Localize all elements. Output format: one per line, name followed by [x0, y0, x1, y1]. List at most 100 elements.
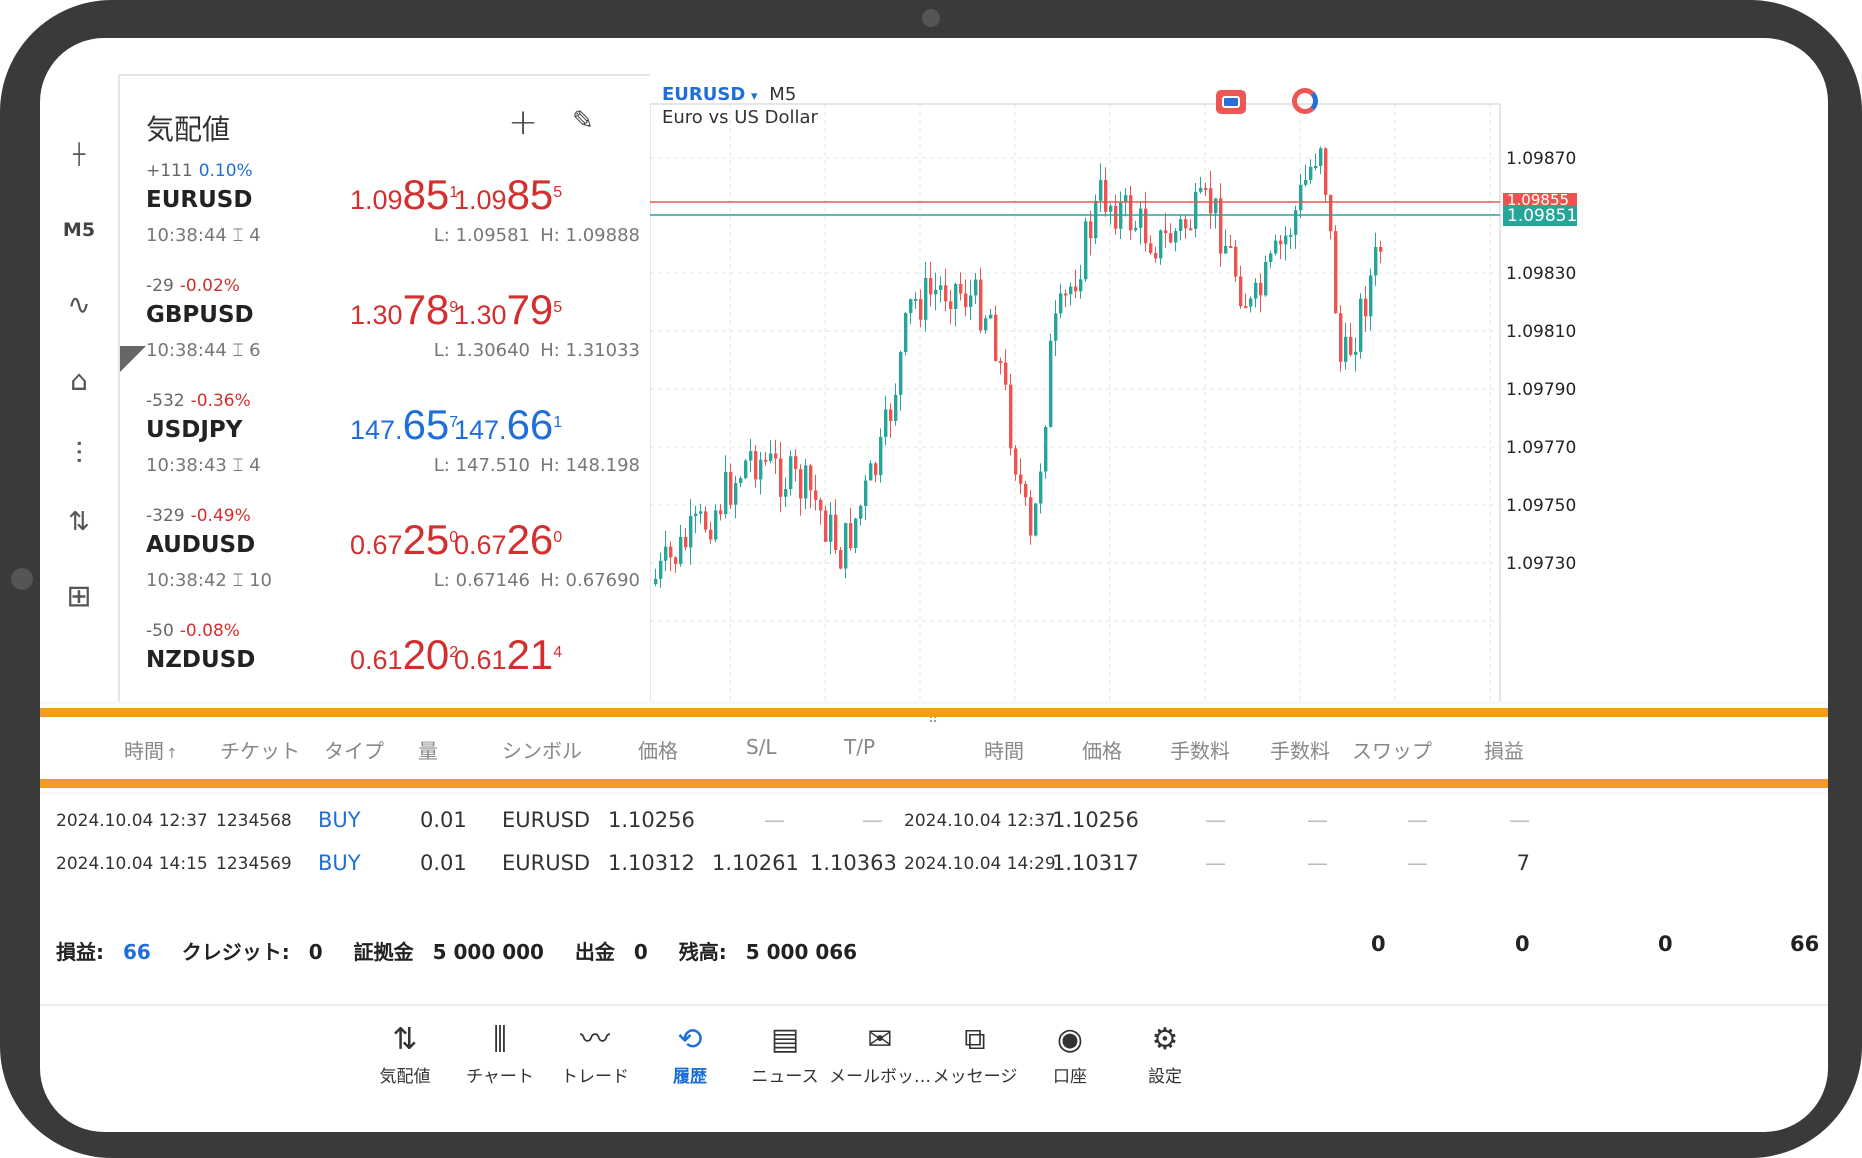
- quote-bid[interactable]: 0.67250: [350, 516, 459, 563]
- deposit-value: 5 000 000: [432, 940, 544, 964]
- history-row[interactable]: 2024.10.04 12:37 1234568 BUY 0.01 EURUSD 1.10…: [40, 808, 1828, 848]
- history-row[interactable]: 2024.10.04 14:15 1234569 BUY 0.01 EURUSD 1.10…: [40, 851, 1828, 891]
- candle-body: [1084, 221, 1088, 280]
- trade-signal-icon[interactable]: [1292, 88, 1318, 114]
- collapse-corner-icon[interactable]: [120, 346, 146, 372]
- nav-item[interactable]: ⟲ 履歴: [635, 1020, 745, 1087]
- candle-body: [1199, 187, 1203, 192]
- candle-body: [979, 279, 983, 331]
- history-header-col[interactable]: S/L: [746, 735, 777, 759]
- quote-time: 10:38:44 ⌶ 6: [146, 340, 261, 361]
- settings-sliders-icon[interactable]: ⫶: [75, 436, 83, 472]
- profit-total: 66: [1790, 932, 1820, 956]
- candle-body: [1114, 205, 1118, 229]
- candle-body: [1144, 208, 1148, 244]
- candle-body: [1239, 276, 1243, 307]
- objects-icon[interactable]: ⌂: [70, 363, 88, 397]
- history-header-col[interactable]: 時間 ↑: [124, 739, 178, 763]
- nav-item[interactable]: ✉ メールボッ…: [825, 1020, 935, 1087]
- candle-body: [909, 299, 913, 314]
- quote-change: -50 -0.08%: [146, 621, 240, 641]
- history-header-col[interactable]: 損益: [1484, 739, 1524, 763]
- quote-row-nzdusd[interactable]: -50 -0.08% NZDUSD 0.61202 0.61214: [120, 621, 650, 731]
- history-header-col[interactable]: 量: [418, 739, 438, 763]
- drag-handle-icon[interactable]: ⠿: [928, 711, 939, 727]
- chart-symbol[interactable]: EURUSD ▾ M5: [662, 84, 796, 105]
- camera-dot: [922, 9, 940, 27]
- add-symbol-icon[interactable]: +: [508, 102, 539, 143]
- nav-item[interactable]: ⚙ 設定: [1110, 1020, 1220, 1087]
- history-header-col[interactable]: シンボル: [502, 739, 582, 763]
- history-cell-close-price: 1.10256: [1052, 808, 1139, 832]
- nav-item[interactable]: ⫼ チャート: [445, 1020, 555, 1087]
- candle-body: [914, 298, 918, 301]
- profit-value: 66: [122, 940, 151, 964]
- account-icon: ◉: [1056, 1022, 1084, 1057]
- history-header-col[interactable]: 時間: [984, 739, 1024, 763]
- one-click-trading-icon[interactable]: [1216, 90, 1246, 114]
- nav-item[interactable]: ⧉ メッセージ: [920, 1020, 1030, 1087]
- history-header-col[interactable]: タイプ: [324, 739, 384, 763]
- quote-row-gbpusd[interactable]: -29 -0.02% GBPUSD 10:38:44 ⌶ 6 1.30789 1.3079…: [120, 276, 650, 391]
- history-header-col[interactable]: 手数料: [1270, 739, 1330, 763]
- price-chart[interactable]: ⋮ EURUSD ▾ M5 Euro vs US Dollar 1.09870 1…: [650, 74, 1828, 729]
- history-header-col[interactable]: スワップ: [1352, 739, 1432, 763]
- quote-ask[interactable]: 1.09855: [454, 171, 563, 218]
- chart-canvas[interactable]: ⋮: [650, 74, 1828, 729]
- candle-body: [809, 465, 813, 491]
- nav-item[interactable]: 〰トレード: [540, 1020, 650, 1087]
- edit-icon[interactable]: ✎: [572, 106, 594, 136]
- news-icon: ▤: [770, 1022, 800, 1057]
- quote-bid[interactable]: 147.657: [350, 401, 459, 448]
- history-header-col[interactable]: チケット: [220, 739, 300, 763]
- candle-body: [1294, 210, 1298, 235]
- quote-ask[interactable]: 1.30795: [454, 286, 563, 333]
- candle-body: [774, 453, 778, 459]
- quote-ask[interactable]: 0.61214: [454, 631, 563, 678]
- candle-body: [1039, 471, 1043, 504]
- nav-item[interactable]: ◉ 口座: [1015, 1020, 1125, 1087]
- candle-body: [714, 510, 718, 540]
- quote-ask[interactable]: 0.67260: [454, 516, 563, 563]
- nav-label: 設定: [1148, 1067, 1182, 1087]
- candle-body: [1069, 286, 1073, 295]
- timeframe-button[interactable]: M5: [62, 219, 96, 241]
- swap-total: 0: [1658, 932, 1673, 956]
- history-header-col[interactable]: 手数料: [1170, 739, 1230, 763]
- candle-body: [1359, 298, 1363, 352]
- candle-body: [999, 360, 1003, 363]
- quote-row-audusd[interactable]: -329 -0.49% AUDUSD 10:38:42 ⌶ 10 0.67250 0.67…: [120, 506, 650, 621]
- candle-body: [1334, 231, 1338, 314]
- quote-ask[interactable]: 147.661: [454, 401, 563, 448]
- candle-body: [919, 298, 923, 320]
- candle-body: [1014, 448, 1018, 475]
- candle-body: [1189, 228, 1193, 231]
- nav-item[interactable]: ▤ ニュース: [730, 1020, 840, 1087]
- trade-arrows-icon[interactable]: ⇅: [68, 507, 90, 537]
- nav-item[interactable]: ⇅ 気配値: [350, 1020, 460, 1087]
- candle-body: [1314, 166, 1318, 169]
- quote-bid[interactable]: 1.30789: [350, 286, 459, 333]
- add-file-icon[interactable]: ⊞: [66, 578, 92, 614]
- candle-body: [1209, 188, 1213, 214]
- trade-icon: 〰: [580, 1022, 610, 1057]
- indicators-icon[interactable]: ∿: [67, 287, 91, 321]
- history-header-col[interactable]: T/P: [844, 735, 876, 759]
- history-header-col[interactable]: 価格: [638, 739, 678, 763]
- history-cell-swap: —: [1407, 808, 1428, 832]
- quote-high: H: 1.31033: [540, 340, 640, 361]
- quote-symbol: AUDUSD: [146, 532, 256, 558]
- history-cell-price: 1.10312: [608, 851, 695, 875]
- crosshair-icon[interactable]: ┼: [72, 142, 86, 166]
- candle-body: [1094, 200, 1098, 239]
- withdraw-value: 0: [633, 940, 648, 964]
- quote-bid[interactable]: 1.09851: [350, 171, 459, 218]
- quote-row-usdjpy[interactable]: -532 -0.36% USDJPY 10:38:43 ⌶ 4 147.657 147.6…: [120, 391, 650, 506]
- quote-bid[interactable]: 0.61202: [350, 631, 459, 678]
- history-cell-ticket: 1234568: [216, 811, 292, 831]
- chart-symbol-dropdown-icon[interactable]: ▾: [751, 89, 758, 104]
- quote-row-eurusd[interactable]: +111 0.10% EURUSD 10:38:44 ⌶ 4 1.09851 1.0985…: [120, 161, 650, 276]
- candle-body: [964, 293, 968, 308]
- history-header-col[interactable]: 価格: [1082, 739, 1122, 763]
- history-cell-commission: —: [1205, 808, 1226, 832]
